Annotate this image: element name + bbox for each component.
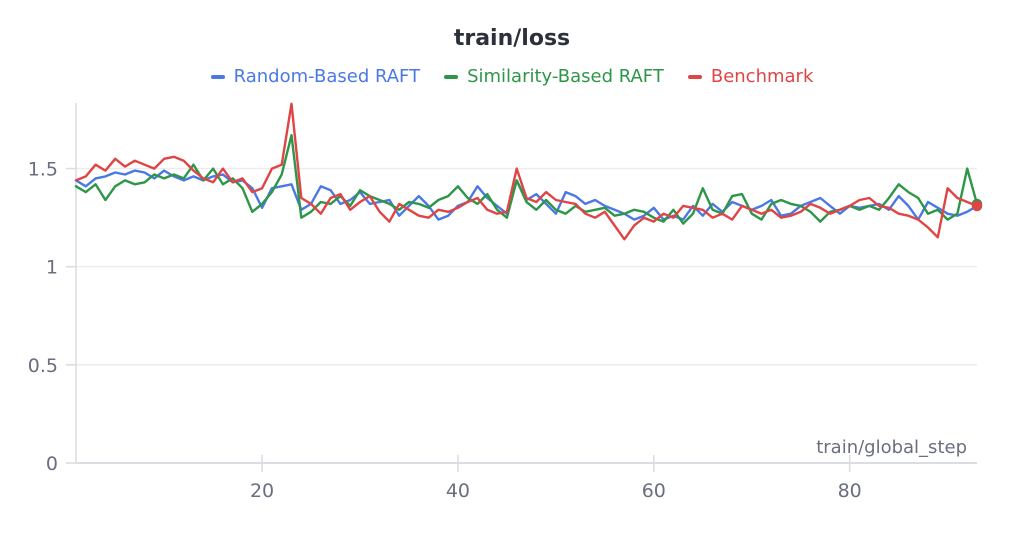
- chart-legend: Random-Based RAFT Similarity-Based RAFT …: [0, 66, 1024, 87]
- legend-item-similarity-based-raft[interactable]: Similarity-Based RAFT: [444, 66, 664, 87]
- line-swatch-icon: [210, 74, 225, 79]
- legend-item-random-based-raft[interactable]: Random-Based RAFT: [210, 66, 421, 87]
- y-tick-label: 1.5: [28, 159, 58, 181]
- line-swatch-icon: [444, 74, 459, 79]
- x-tick-label: 60: [642, 480, 666, 502]
- x-tick-label: 80: [838, 480, 862, 502]
- legend-label: Random-Based RAFT: [233, 66, 421, 87]
- x-tick-label: 40: [446, 480, 470, 502]
- endpoint-dot-2: [971, 200, 983, 212]
- legend-label: Similarity-Based RAFT: [467, 66, 664, 87]
- y-tick-label: 1: [46, 257, 58, 279]
- series-line-1[interactable]: [74, 133, 979, 225]
- x-axis-label: train/global_step: [816, 437, 967, 458]
- legend-item-benchmark[interactable]: Benchmark: [687, 66, 814, 87]
- y-tick-label: 0.5: [28, 355, 58, 377]
- chart-title: train/loss: [453, 26, 571, 51]
- y-tick-label: 0: [46, 453, 58, 475]
- series-line-2[interactable]: [74, 102, 979, 241]
- x-tick-label: 20: [250, 480, 274, 502]
- line-swatch-icon: [687, 74, 702, 79]
- legend-label: Benchmark: [710, 66, 814, 87]
